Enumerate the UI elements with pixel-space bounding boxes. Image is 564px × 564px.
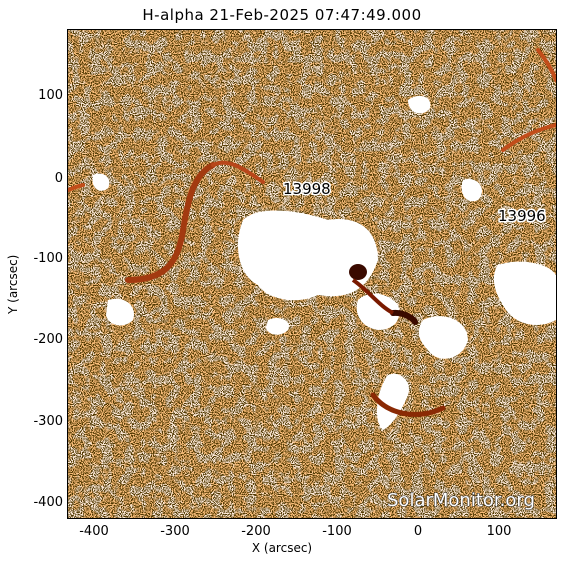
active-cores — [349, 264, 418, 325]
x-tick-label: 0 — [413, 524, 423, 539]
x-axis-label: X (arcsec) — [251, 541, 313, 555]
solarmonitor-watermark: SolarMonitor.org — [387, 490, 535, 511]
region-label-13998: 13998 — [283, 180, 331, 198]
image-title: H-alpha 21-Feb-2025 07:47:49.000 — [142, 6, 422, 24]
y-tick-label: -300 — [33, 414, 63, 429]
y-tick-label: 100 — [38, 88, 63, 103]
y-axis-label: Y (arcsec) — [6, 254, 20, 314]
x-tick-label: 100 — [486, 524, 512, 539]
solar-image-svg: 13998 13996 SolarMonitor.org — [68, 30, 556, 518]
region-label-13996: 13996 — [498, 207, 546, 225]
y-tick-label: -100 — [33, 251, 63, 266]
y-tick-label: -400 — [33, 495, 63, 510]
x-tick-label: -400 — [79, 524, 109, 539]
plage-regions — [92, 95, 556, 430]
x-tick-label: -300 — [160, 524, 190, 539]
y-tick-label: -200 — [33, 332, 63, 347]
halpha-image: 13998 13996 SolarMonitor.org — [67, 29, 557, 519]
filaments — [68, 48, 556, 417]
y-tick-label: 0 — [54, 171, 63, 186]
x-tick-label: -200 — [241, 524, 271, 539]
x-tick-label: -100 — [322, 524, 352, 539]
